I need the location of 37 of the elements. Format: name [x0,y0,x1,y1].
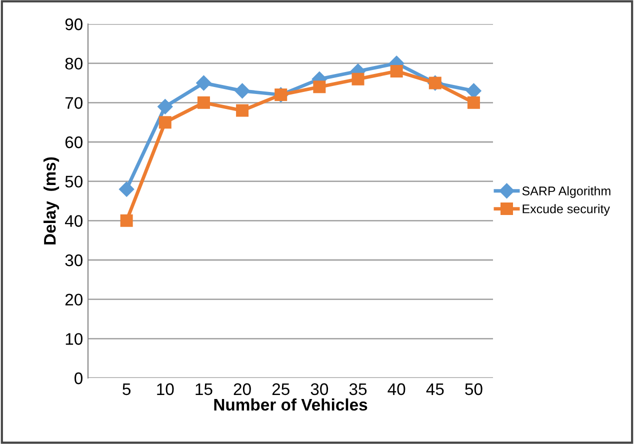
point [158,99,173,114]
point [119,182,134,197]
point [467,96,480,109]
point [120,214,133,227]
x-tick-label: 30 [310,383,328,396]
x-tick-label: 25 [272,383,290,396]
y-tick-label: 90 [65,18,82,30]
point [234,83,250,98]
y-tick-label: 0 [74,372,82,384]
point [390,64,403,78]
y-tick-label: 10 [66,333,82,345]
x-tick-label: 10 [157,383,174,396]
point [158,116,172,129]
x-tick-label: 35 [349,383,367,396]
point [313,80,326,94]
legend-label: Excude security [522,204,610,216]
y-axis-title: Delay (ms) [44,157,60,244]
point [197,96,210,109]
y-tick-label: 30 [65,254,82,266]
x-tick-label: 15 [196,383,212,396]
x-tick-label: 5 [122,383,131,396]
point [352,72,364,86]
y-tick-label: 40 [64,215,82,227]
x-tick-label: 50 [465,383,482,396]
y-tick-label: 20 [65,294,82,306]
x-tick-label: 45 [426,383,444,396]
x-tick-label: 40 [388,383,406,396]
y-tick-label: 60 [65,136,82,148]
point [236,104,249,117]
y-tick-label: 80 [65,58,82,70]
y-tick-label: 70 [65,97,82,109]
x-axis-title: Number of Vehicles [214,398,368,411]
legend-label: SARP Algorithm [522,186,610,198]
point [196,75,212,91]
y-tick-label: 50 [65,176,82,188]
point [466,83,482,98]
x-tick-label: 20 [234,383,251,396]
